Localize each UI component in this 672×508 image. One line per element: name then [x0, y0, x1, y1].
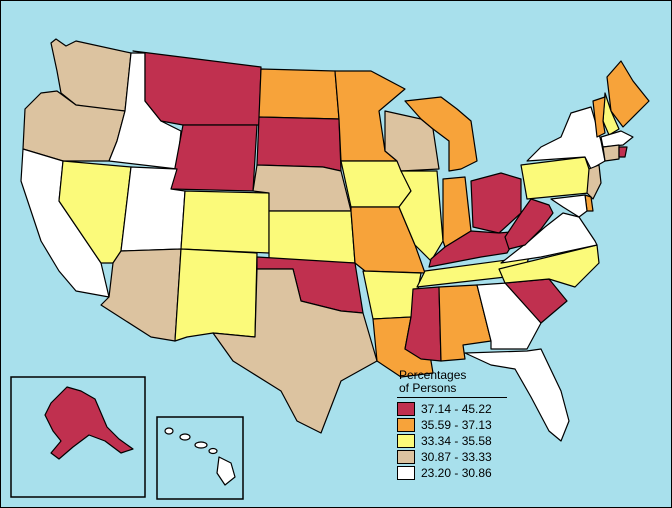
- legend-label: 30.87 - 33.33: [421, 450, 492, 464]
- state-ma[interactable]: [600, 130, 634, 148]
- legend-swatch: [397, 402, 415, 416]
- state-fl[interactable]: [464, 348, 570, 442]
- legend-label: 23.20 - 30.86: [421, 466, 492, 480]
- legend-item: 23.20 - 30.86: [397, 465, 517, 481]
- legend-label: 35.59 - 37.13: [421, 418, 492, 432]
- state-ct[interactable]: [602, 144, 620, 162]
- state-mi[interactable]: [404, 96, 478, 172]
- state-wv[interactable]: [504, 198, 554, 250]
- legend-item: 30.87 - 33.33: [397, 449, 517, 465]
- legend-divider: [397, 397, 507, 398]
- legend-label: 37.14 - 45.22: [421, 402, 492, 416]
- legend-item: 33.34 - 35.58: [397, 433, 517, 449]
- legend-swatch: [397, 466, 415, 480]
- legend-item: 37.14 - 45.22: [397, 401, 517, 417]
- state-ri[interactable]: [618, 146, 628, 158]
- state-vt[interactable]: [592, 96, 606, 138]
- legend-swatch: [397, 418, 415, 432]
- state-tx[interactable]: [212, 268, 378, 434]
- legend-label: 33.34 - 35.58: [421, 434, 492, 448]
- state-md[interactable]: [550, 194, 588, 218]
- state-ak[interactable]: [44, 386, 134, 460]
- state-wy[interactable]: [170, 124, 258, 192]
- legend-item: 35.59 - 37.13: [397, 417, 517, 433]
- legend-title-line2: of Persons: [399, 381, 457, 395]
- state-nj[interactable]: [586, 164, 602, 200]
- legend: Percentages of Persons 37.14 - 45.22 35.…: [397, 369, 517, 481]
- legend-swatch: [397, 450, 415, 464]
- state-co[interactable]: [180, 190, 270, 254]
- state-hi[interactable]: [164, 427, 236, 486]
- state-sd[interactable]: [256, 116, 342, 172]
- state-nd[interactable]: [258, 68, 340, 120]
- state-az[interactable]: [100, 248, 182, 342]
- legend-swatch: [397, 434, 415, 448]
- state-ks[interactable]: [268, 210, 356, 264]
- state-nm[interactable]: [174, 248, 258, 342]
- state-il[interactable]: [398, 170, 444, 262]
- legend-title-line1: Percentages: [399, 368, 467, 382]
- legend-title: Percentages of Persons: [397, 369, 517, 395]
- state-pa[interactable]: [520, 156, 592, 200]
